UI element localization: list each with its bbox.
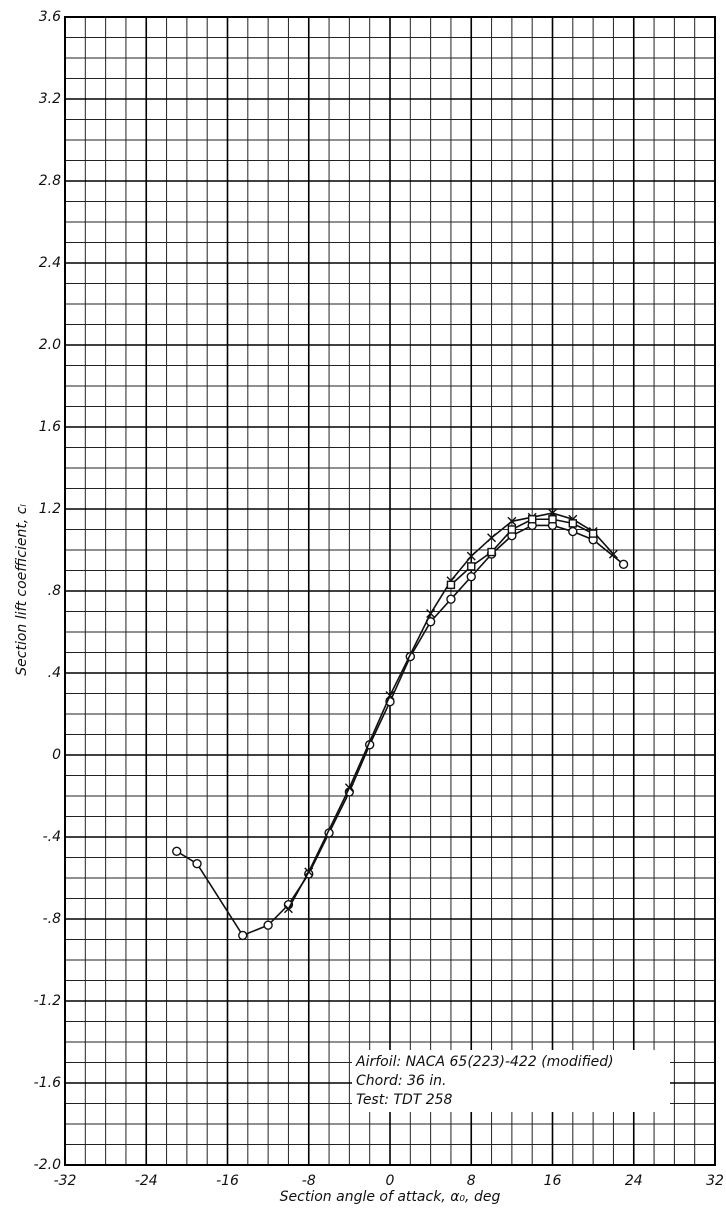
data-point [618, 559, 629, 570]
data-point [304, 867, 314, 877]
data-point [385, 691, 395, 701]
y-tick-label: -2.0 [34, 1157, 61, 1173]
x-tick-label: 16 [544, 1173, 562, 1189]
annotation-box [352, 1050, 670, 1112]
x-tick-label: 0 [386, 1173, 395, 1189]
data-point [238, 930, 248, 941]
annotation: Airfoil: NACA 65(223)-422 (modified) [355, 1054, 614, 1070]
data-point [507, 516, 517, 526]
data-point [467, 562, 476, 571]
data-point [608, 549, 618, 559]
data-point [568, 526, 578, 537]
x-tick-label: -16 [216, 1173, 239, 1189]
data-point [446, 594, 456, 604]
data-point [588, 529, 598, 538]
data-point [344, 783, 354, 793]
y-tick-label: 3.2 [39, 91, 61, 107]
x-axis-label: Section angle of attack, α₀, deg [280, 1189, 501, 1205]
data-point [446, 580, 456, 590]
x-tick-label: -24 [135, 1173, 158, 1189]
data-point [527, 515, 537, 524]
series-line [176, 524, 625, 937]
x-tick-label: 8 [467, 1173, 476, 1189]
annotation: Chord: 36 in. [356, 1073, 447, 1089]
y-tick-label: 2.8 [39, 173, 61, 189]
data-point [172, 846, 182, 857]
data-point [466, 571, 476, 582]
x-tick-label: -32 [54, 1173, 77, 1189]
data-point [548, 515, 557, 524]
data-point [487, 533, 497, 543]
y-tick-label: 2.0 [39, 337, 61, 353]
y-axis-label: Section lift coefficient, cₗ [14, 504, 30, 676]
x-tick-label: -8 [302, 1173, 316, 1189]
annotation: Test: TDT 258 [356, 1092, 453, 1108]
data-point [507, 525, 517, 534]
y-tick-label: -1.2 [34, 993, 61, 1009]
y-tick-label: 0 [52, 747, 61, 763]
plot-frame [64, 16, 716, 1166]
data-point [466, 551, 476, 561]
y-tick-label: -.8 [43, 911, 62, 927]
x-tick-label: 24 [625, 1173, 643, 1189]
y-tick-label: 3.6 [39, 9, 61, 25]
y-tick-label: .8 [48, 583, 61, 599]
y-tick-label: -.4 [43, 829, 61, 845]
data-point [283, 904, 293, 914]
y-tick-label: .4 [48, 665, 61, 681]
data-point [487, 547, 496, 557]
data-point [426, 609, 436, 619]
series-line [287, 512, 615, 910]
data-point [568, 519, 578, 528]
x-tick-label: 32 [706, 1173, 724, 1189]
y-tick-label: 1.6 [39, 419, 61, 435]
y-tick-label: -1.6 [34, 1075, 61, 1091]
y-tick-label: 2.4 [39, 255, 61, 271]
y-tick-label: 1.2 [39, 501, 61, 517]
data-point [263, 920, 273, 930]
data-point [192, 858, 202, 869]
